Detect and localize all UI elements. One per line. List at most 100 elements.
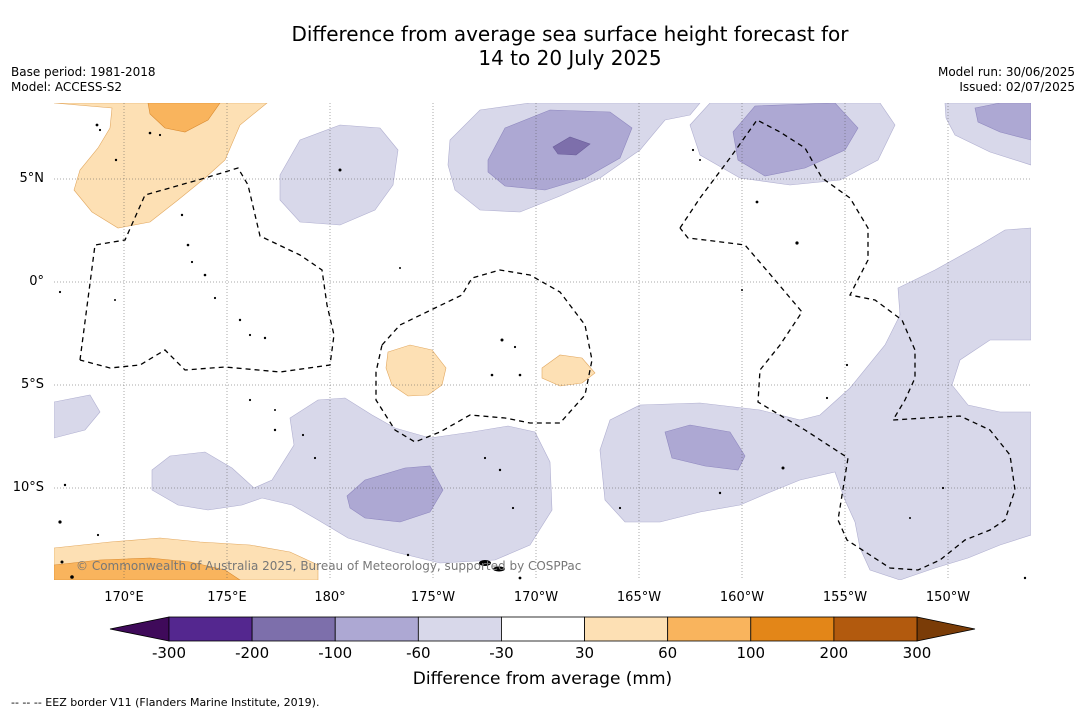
- colorbar-box: [833, 616, 918, 642]
- island: [148, 131, 152, 135]
- colorbar-tick-label: 60: [658, 644, 678, 662]
- island: [618, 506, 622, 510]
- graticule: [54, 103, 1031, 580]
- lon-label-170e: 170°E: [104, 590, 144, 605]
- island: [273, 428, 277, 432]
- colorbar-tick-label: 300: [902, 644, 932, 662]
- island: [500, 338, 504, 342]
- positive-anomaly-small: [541, 354, 596, 387]
- eez-borders: [79, 119, 1016, 571]
- island: [825, 396, 829, 400]
- colorbar-box: [417, 616, 502, 642]
- island: [274, 409, 276, 411]
- island: [190, 260, 194, 264]
- island: [490, 373, 494, 377]
- model-run: Model run: 30/06/2025: [937, 65, 1075, 79]
- colorbar-box: [750, 616, 835, 642]
- island: [691, 148, 695, 152]
- island: [58, 520, 62, 524]
- island: [213, 296, 217, 300]
- eez-border-east: [679, 119, 1016, 571]
- lon-label-175e: 175°E: [207, 590, 247, 605]
- negative-anomaly-north-b-core: [552, 136, 591, 156]
- island: [96, 533, 100, 537]
- island: [248, 333, 252, 337]
- colorbar-box: [584, 616, 669, 642]
- positive-anomaly-sw-core: [54, 557, 241, 580]
- model-name: Model: ACCESS-S2: [11, 80, 123, 94]
- island: [98, 128, 102, 132]
- lon-label-165w: 165°W: [616, 590, 662, 605]
- colorbar-box: [334, 616, 419, 642]
- meta-right: Model run: 30/06/2025 Issued: 02/07/2025: [938, 65, 1075, 95]
- negative-anomaly-east: [599, 227, 1031, 580]
- title-line-1: Difference from average sea surface heig…: [291, 22, 849, 46]
- colorbar-tick-label: -100: [318, 644, 353, 662]
- map-title: Difference from average sea surface heig…: [0, 22, 1085, 70]
- meta-left: Base period: 1981-2018 Model: ACCESS-S2: [11, 65, 156, 95]
- lon-label-160w: 160°W: [719, 590, 765, 605]
- lat-label-10s: 10°S: [12, 480, 44, 495]
- island: [795, 241, 799, 245]
- eez-footnote: -- -- -- EEZ border V11 (Flanders Marine…: [11, 696, 320, 709]
- island: [338, 168, 342, 172]
- colorbar-tick-label: 200: [819, 644, 849, 662]
- island: [518, 373, 522, 377]
- title-line-2: 14 to 20 July 2025: [478, 46, 662, 70]
- island: [203, 273, 207, 277]
- eez-border-west: [79, 167, 335, 373]
- lon-label-155w: 155°W: [822, 590, 868, 605]
- island: [313, 456, 317, 460]
- island: [248, 398, 252, 402]
- island: [1023, 576, 1027, 580]
- island: [498, 468, 502, 472]
- island: [186, 243, 190, 247]
- colorbar-box: [251, 616, 336, 642]
- colorbar-box: [501, 616, 585, 642]
- colorbar-tick-label: -30: [489, 644, 514, 662]
- lon-label-180: 180°: [314, 590, 346, 605]
- lon-label-170w: 170°W: [513, 590, 559, 605]
- island: [263, 336, 267, 340]
- colorbar-box: [168, 616, 253, 642]
- negative-anomaly-north-c-core: [732, 103, 859, 177]
- colorbar-title: Difference from average (mm): [412, 669, 673, 689]
- island: [180, 213, 184, 217]
- island: [741, 289, 743, 291]
- negative-anomaly-south-core: [346, 465, 444, 523]
- colorbar-tick-label: -60: [406, 644, 431, 662]
- positive-anomaly-nw: [54, 103, 268, 229]
- island: [845, 363, 849, 367]
- colorbar-extend-low: [109, 616, 170, 642]
- island: [301, 433, 305, 437]
- island: [60, 560, 64, 564]
- lon-label-175w: 175°W: [410, 590, 456, 605]
- map-area: [54, 103, 1031, 580]
- island: [518, 576, 522, 580]
- islands: [58, 123, 1027, 580]
- positive-anomaly-central: [385, 344, 447, 397]
- negative-anomaly-west: [54, 394, 101, 439]
- lat-label-5s: 5°S: [20, 377, 44, 392]
- negative-anomaly-east-core: [664, 424, 746, 471]
- island: [511, 506, 515, 510]
- negative-anomaly-north-a: [279, 124, 399, 226]
- negative-anomaly-ne-core: [974, 103, 1031, 141]
- colorbar: [109, 616, 976, 642]
- island: [781, 466, 785, 470]
- colorbar-tick-label: 100: [736, 644, 766, 662]
- colorbar-tick-label: -200: [235, 644, 270, 662]
- island: [513, 345, 517, 349]
- lon-label-150w: 150°W: [925, 590, 971, 605]
- island: [63, 483, 67, 487]
- lat-label-0: 0°: [29, 274, 44, 289]
- island: [718, 491, 722, 495]
- colorbar-extend-high: [916, 616, 976, 642]
- island: [479, 560, 491, 566]
- island: [70, 575, 74, 579]
- island: [114, 299, 116, 301]
- island: [406, 553, 410, 557]
- base-period: Base period: 1981-2018: [11, 65, 156, 79]
- island: [483, 456, 487, 460]
